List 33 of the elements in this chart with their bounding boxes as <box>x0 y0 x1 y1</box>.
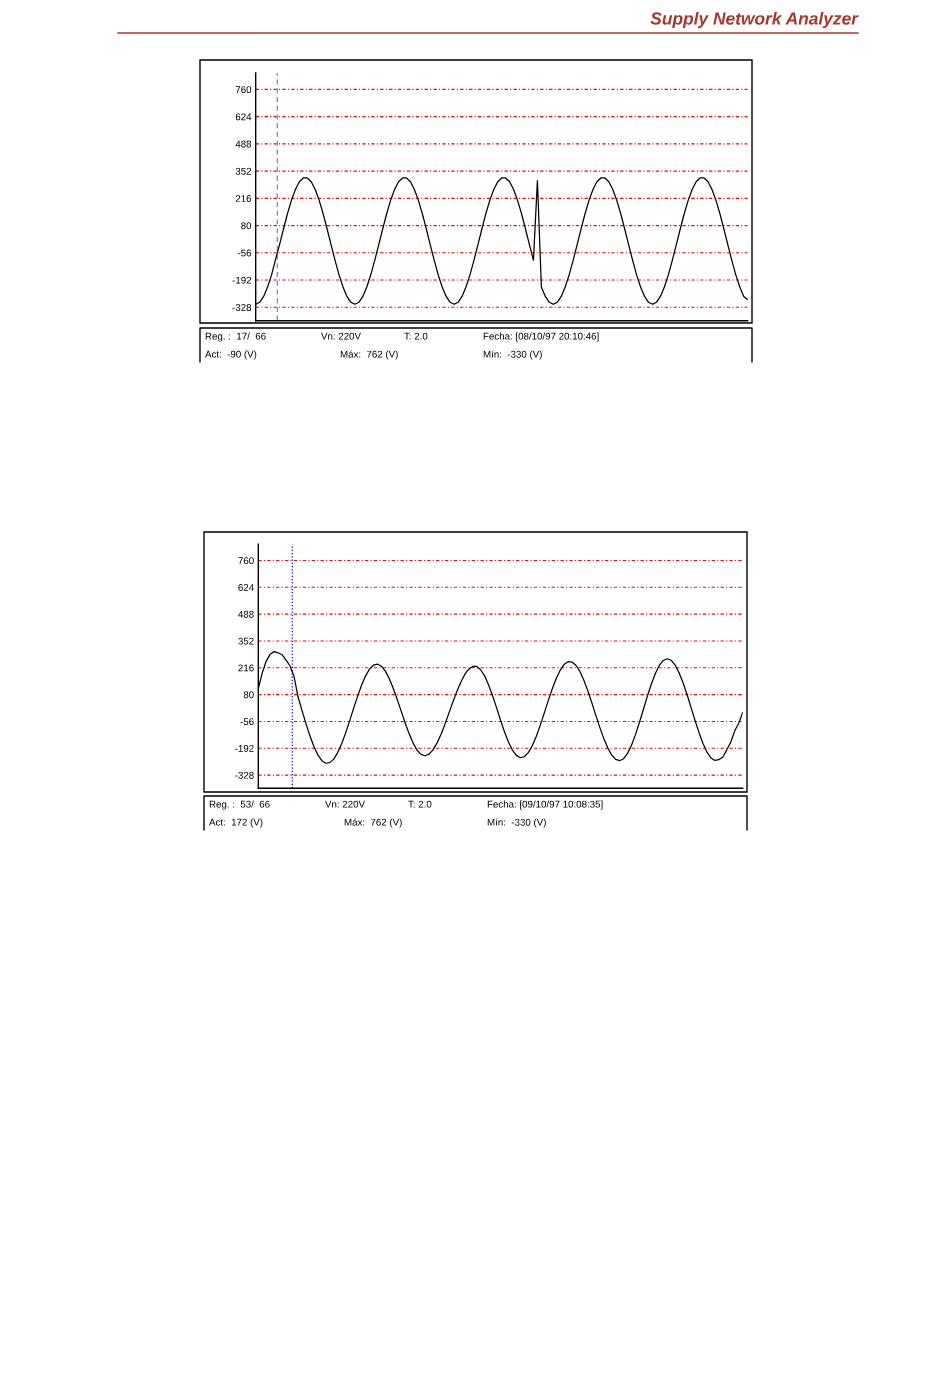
y-tick-label: 216 <box>235 195 252 202</box>
y-tick-label: 760 <box>238 557 254 565</box>
text: Máx: 762 (V) <box>344 818 402 828</box>
y-tick-label: 624 <box>235 113 252 121</box>
y-tick-label: 760 <box>235 86 252 94</box>
y-tick-label: -192 <box>235 744 254 752</box>
y-tick-label: 488 <box>238 610 254 618</box>
y-tick-label: 216 <box>238 664 254 672</box>
y-tick-label: 80 <box>241 222 252 230</box>
y-tick-label: 488 <box>235 140 252 148</box>
text: T: 2.0 <box>408 800 432 808</box>
y-tick-label: -56 <box>237 249 252 257</box>
text: T: 2.0 <box>404 332 428 340</box>
text: Reg. : 53/ 66 <box>209 800 270 810</box>
y-tick-label: 352 <box>238 637 254 645</box>
text: Fecha: [09/10/97 10:08:35] <box>487 800 603 810</box>
text: Act: 172 (V) <box>209 818 263 828</box>
text: Vn: 220V <box>325 800 365 808</box>
y-tick-label: -56 <box>240 718 254 726</box>
text: Vn: 220V <box>321 332 361 340</box>
y-tick-label: 80 <box>243 691 254 699</box>
chart-title: Supply Network Analyzer <box>650 11 859 29</box>
text: Reg. : 17/ 66 <box>205 332 266 342</box>
y-tick-label: -328 <box>235 771 254 779</box>
y-tick-label: 624 <box>238 584 254 591</box>
text: Mín: -330 (V) <box>487 818 546 828</box>
y-tick-label: 352 <box>235 167 252 175</box>
text: Mín: -330 (V) <box>483 350 542 360</box>
y-tick-label: -328 <box>232 304 252 311</box>
text: Act: -90 (V) <box>205 350 257 360</box>
text: Máx: 762 (V) <box>340 350 398 360</box>
y-tick-label: -192 <box>232 276 252 284</box>
text: Fecha: [08/10/97 20:10:46] <box>483 332 599 342</box>
